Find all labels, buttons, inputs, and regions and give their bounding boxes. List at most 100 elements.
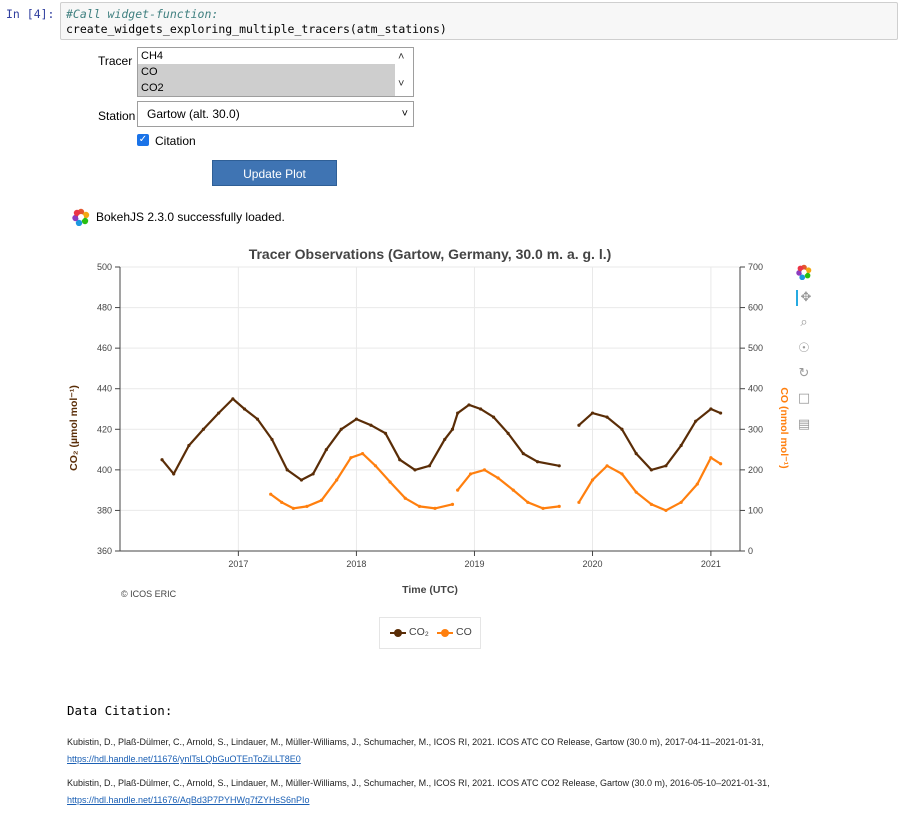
- y-left-tick-label: 480: [97, 303, 112, 313]
- data-point: [511, 488, 515, 492]
- wheel-zoom-icon[interactable]: ☉: [798, 341, 810, 356]
- data-point: [664, 464, 668, 468]
- bokeh-logo-icon[interactable]: [796, 264, 812, 280]
- data-point: [467, 403, 471, 407]
- pan-icon[interactable]: ✥: [796, 290, 814, 306]
- citation-link[interactable]: https://hdl.handle.net/11676/AqBd3P7PYHW…: [67, 795, 310, 805]
- data-point: [695, 482, 699, 486]
- data-point: [664, 508, 668, 513]
- data-point: [605, 464, 609, 468]
- data-point: [335, 478, 339, 482]
- data-point: [456, 488, 460, 492]
- co-series: [269, 452, 723, 513]
- data-point: [269, 492, 273, 496]
- checkbox-icon[interactable]: ✓: [137, 134, 149, 146]
- data-point: [354, 417, 359, 421]
- chevron-down-icon: ˅: [401, 108, 408, 120]
- data-point: [577, 423, 581, 427]
- chart-legend[interactable]: CO₂ CO: [379, 617, 481, 649]
- data-point: [349, 456, 353, 460]
- data-point: [521, 452, 525, 456]
- y-left-label: CO₂ (µmol mol⁻¹): [68, 385, 80, 471]
- series-line: [270, 452, 722, 512]
- data-point: [339, 427, 343, 431]
- citation-entry: Kubistin, D., Plaß-Dülmer, C., Arnold, S…: [67, 775, 867, 809]
- data-point: [557, 504, 561, 508]
- y-right-label: CO (nmol mol⁻¹): [778, 387, 790, 468]
- station-label: Station: [98, 109, 136, 123]
- data-point: [255, 417, 260, 421]
- x-tick-label: 2020: [583, 559, 603, 569]
- data-point: [433, 506, 437, 510]
- chevron-down-icon[interactable]: ˅: [398, 78, 405, 90]
- data-point: [709, 456, 713, 460]
- save-icon[interactable]: □: [797, 391, 811, 406]
- station-select[interactable]: Gartow (alt. 30.0) ˅: [137, 101, 414, 127]
- x-tick-label: 2021: [701, 559, 721, 569]
- data-point: [231, 397, 235, 401]
- tracer-label: Tracer: [98, 54, 133, 68]
- tracer-chart[interactable]: Tracer Observations (Gartow, Germany, 30…: [0, 240, 903, 610]
- citation-link[interactable]: https://hdl.handle.net/11676/ynlTsLQbGuO…: [67, 754, 301, 764]
- data-point: [373, 464, 378, 468]
- x-tick-label: 2019: [464, 559, 484, 569]
- y-left-tick-label: 360: [97, 546, 112, 556]
- y-right-tick-label: 0: [748, 546, 753, 556]
- data-point: [482, 468, 487, 472]
- tracer-multiselect[interactable]: CH4 CO CO2 ˄ ˅: [137, 47, 414, 97]
- y-right-tick-label: 200: [748, 465, 763, 475]
- data-point: [456, 411, 460, 415]
- data-point: [506, 431, 510, 435]
- chevron-up-icon[interactable]: ˄: [398, 51, 405, 63]
- data-point: [398, 458, 402, 462]
- data-point: [417, 504, 422, 508]
- data-point: [160, 458, 164, 462]
- co2-legend-label: CO₂: [409, 626, 429, 638]
- data-point: [280, 500, 284, 504]
- x-tick-label: 2018: [346, 559, 366, 569]
- citation-text: Kubistin, D., Plaß-Dülmer, C., Arnold, S…: [67, 778, 770, 788]
- data-point: [679, 443, 683, 448]
- data-point: [718, 462, 723, 466]
- data-point: [450, 427, 455, 431]
- data-point: [709, 407, 713, 411]
- y-left-tick-label: 460: [97, 343, 112, 353]
- update-plot-button[interactable]: Update Plot: [212, 160, 337, 186]
- data-point: [305, 504, 309, 508]
- tracer-option[interactable]: CO2: [138, 80, 395, 96]
- reset-icon[interactable]: ↻: [798, 366, 810, 381]
- data-point: [311, 472, 315, 476]
- x-tick-label: 2017: [228, 559, 248, 569]
- data-point: [413, 468, 417, 472]
- data-point: [535, 460, 540, 464]
- data-point: [427, 464, 432, 468]
- series-line: [161, 397, 722, 482]
- data-point: [479, 407, 483, 411]
- data-point: [491, 415, 496, 419]
- data-point: [443, 437, 447, 442]
- tracer-scrollbar[interactable]: ˄ ˅: [394, 48, 413, 96]
- cell-prompt: In [4]:: [6, 7, 55, 21]
- y-right-tick-label: 400: [748, 384, 763, 394]
- citation-checkbox-label[interactable]: Citation: [155, 134, 196, 148]
- hover-icon[interactable]: ▤: [797, 417, 811, 432]
- data-point: [324, 447, 328, 452]
- tracer-option[interactable]: CO: [138, 64, 395, 80]
- data-point: [299, 478, 304, 482]
- data-point: [557, 464, 561, 468]
- bokeh-logo-icon: [72, 208, 90, 226]
- chart-title: Tracer Observations (Gartow, Germany, 30…: [249, 246, 612, 262]
- chart-axes: 360 380 400 420 440 460 480 500 0 100 200 300 400 500…: [97, 262, 763, 569]
- data-point: [590, 478, 595, 482]
- data-point: [369, 423, 373, 427]
- y-right-tick-label: 700: [748, 262, 763, 272]
- code-cell[interactable]: #Call widget-function: create_widgets_ex…: [60, 2, 898, 40]
- data-point: [319, 498, 324, 502]
- box-zoom-icon[interactable]: ⌕: [800, 315, 808, 330]
- tracer-option[interactable]: CH4: [141, 50, 164, 62]
- data-point: [590, 411, 595, 415]
- bokeh-loaded-message: BokehJS 2.3.0 successfully loaded.: [96, 210, 285, 224]
- y-right-tick-label: 100: [748, 505, 763, 515]
- data-point: [285, 468, 289, 472]
- chart-attribution: © ICOS ERIC: [121, 589, 177, 599]
